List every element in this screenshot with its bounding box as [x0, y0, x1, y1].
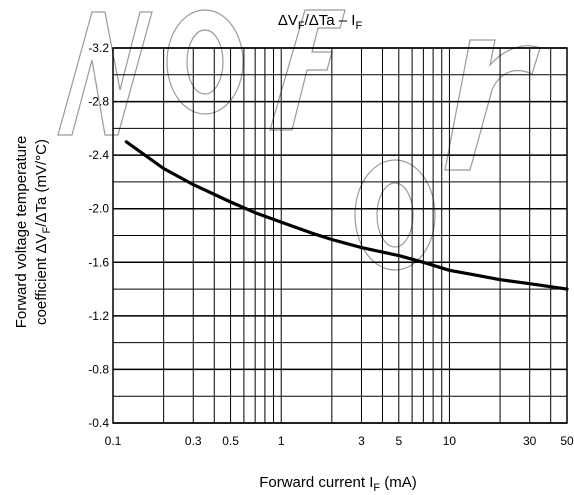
x-tick-label: 50 — [560, 434, 574, 448]
y-tick-label: -2.8 — [88, 95, 109, 109]
x-tick-label: 0.3 — [185, 434, 202, 448]
y-tick-label: -1.2 — [88, 309, 109, 323]
series-line — [124, 140, 569, 291]
series-layer — [124, 140, 569, 291]
x-tick-label: 1 — [278, 434, 285, 448]
watermark — [57, 9, 541, 271]
y-tick-label: -0.4 — [88, 416, 109, 430]
y-tick-label: -2.0 — [88, 202, 109, 216]
y-axis-label: Forward voltage temperature coefficient … — [13, 136, 53, 329]
y-tick-label: -0.8 — [88, 362, 109, 376]
y-axis-label-line2: coefficient ΔVF/ΔTa (mV/°C) — [33, 139, 53, 325]
y-tick-labels: -3.2 -2.8 -2.4 -2.0 -1.6 -1.2 -0.8 -0.4 — [88, 41, 109, 430]
y-tick-label: -1.6 — [88, 255, 109, 269]
y-tick-label: -2.4 — [88, 148, 109, 162]
x-tick-labels: 0.1 0.3 0.5 1 3 5 10 30 50 — [105, 434, 574, 448]
x-tick-label: 3 — [358, 434, 365, 448]
chart-title: ΔVF/ΔTa – IF — [278, 12, 363, 32]
x-axis-label: Forward current IF (mA) — [259, 474, 417, 494]
y-axis-label-line1: Forward voltage temperature — [13, 136, 30, 329]
x-tick-label: 0.1 — [105, 434, 122, 448]
plot-frame — [112, 47, 568, 424]
x-tick-label: 5 — [395, 434, 402, 448]
grid — [113, 47, 567, 424]
x-tick-label: 10 — [443, 434, 457, 448]
y-tick-label: -3.2 — [88, 41, 109, 55]
x-tick-label: 30 — [523, 434, 537, 448]
x-tick-label: 0.5 — [222, 434, 239, 448]
